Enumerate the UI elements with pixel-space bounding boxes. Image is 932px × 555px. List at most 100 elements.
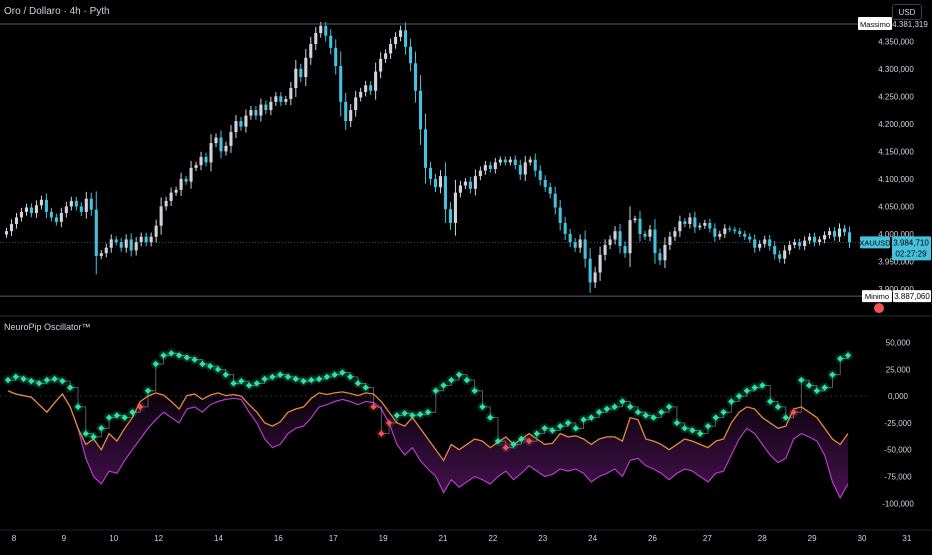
candle-body [748, 236, 752, 240]
candle [164, 196, 168, 211]
osc-dot [308, 376, 315, 384]
osc-dot [175, 352, 183, 359]
countdown-label: 02:27:29 [895, 249, 927, 258]
osc-dot [518, 435, 525, 443]
candle-body [832, 231, 837, 237]
candle-body [69, 200, 73, 207]
currency-button[interactable]: USD [892, 4, 922, 20]
candle [49, 207, 53, 222]
candle-body [379, 58, 383, 72]
osc-dot [595, 409, 603, 416]
candle-body [633, 218, 637, 221]
candle-body [129, 239, 133, 251]
candle [294, 59, 298, 98]
candle-body [643, 233, 647, 237]
symbol-title[interactable]: Oro / Dollaro · 4h · Pyth [4, 6, 110, 17]
candle-body [79, 206, 83, 212]
price-tick-label: 4.200,000 [878, 120, 914, 129]
osc-dot [284, 373, 292, 381]
candle-body [798, 242, 802, 247]
candle-body [558, 207, 562, 223]
osc-dot [323, 373, 331, 381]
candle-body [488, 165, 492, 169]
candle [134, 237, 138, 256]
candle-body [99, 253, 103, 256]
osc-dot [813, 387, 821, 394]
osc-dot [689, 427, 696, 434]
candle [668, 231, 672, 251]
candle [329, 29, 333, 55]
candle-body [473, 176, 477, 189]
candle-body [109, 239, 113, 248]
candle [354, 90, 358, 117]
candle [39, 195, 43, 210]
candle-body [344, 101, 348, 122]
candle [473, 169, 477, 196]
candle [209, 134, 213, 172]
candle-body [693, 217, 697, 228]
time-tick-label: 8 [12, 534, 17, 543]
candle [847, 226, 852, 249]
candle-body [134, 242, 138, 251]
candle-body [758, 243, 762, 248]
candle-body [628, 220, 632, 254]
candle [4, 227, 9, 238]
candle-body [334, 47, 338, 67]
candle [698, 222, 702, 231]
candle [194, 161, 198, 172]
candle-body [399, 30, 403, 37]
symbol-tag-box [860, 236, 890, 249]
osc-dot [642, 412, 649, 419]
candle-body [234, 121, 238, 133]
candle [493, 157, 497, 174]
osc-dot [572, 425, 579, 432]
candle [423, 113, 428, 184]
candle [443, 162, 448, 223]
osc-dot [494, 437, 502, 445]
candle-body [847, 232, 852, 243]
osc-dot [502, 444, 509, 451]
candle-body [623, 246, 627, 254]
osc-dot [35, 380, 43, 387]
price-axis[interactable]: 4.350,000 4.300,000 4.250,000 4.200,000 4.15… [878, 37, 914, 294]
oscillator-axis[interactable]: 50,000 25,000 0,000 -25,000 -50,000 -75,000 -1… [882, 339, 914, 509]
candle-body [204, 156, 208, 163]
candle [733, 226, 737, 234]
candle [364, 80, 368, 97]
candle [379, 52, 383, 79]
oscillator-title[interactable]: NeuroPip Oscillator™ [4, 322, 91, 332]
low-value-box [893, 290, 931, 303]
candle [483, 161, 487, 175]
candle [758, 240, 762, 252]
candle [299, 63, 303, 83]
time-axis[interactable]: 8910121416171921222324262728293031Nov456… [12, 534, 932, 543]
candle [79, 202, 83, 217]
candle-body [578, 239, 582, 248]
candle-body [773, 246, 777, 255]
candle-body [279, 96, 283, 102]
osc-dot [393, 412, 401, 419]
candle [498, 156, 502, 166]
osc-dot [59, 377, 66, 385]
candle [324, 22, 328, 42]
candle-body [184, 178, 188, 182]
candle [458, 180, 462, 198]
candle-body [673, 231, 677, 237]
candle [69, 196, 73, 211]
candle [783, 245, 787, 264]
osc-dot [720, 409, 727, 416]
candle-body [443, 176, 448, 210]
candle [149, 232, 153, 247]
candle-body [259, 104, 263, 116]
time-tick-label: 24 [588, 534, 597, 543]
candle-body [309, 44, 313, 58]
candle-body [738, 231, 742, 234]
candle-body [588, 258, 592, 283]
candle-body [653, 229, 657, 254]
candle [623, 241, 627, 258]
candle-body [254, 110, 258, 116]
price-tick-label: 4.350,000 [878, 37, 914, 46]
low-tag-label: Minimo [865, 292, 889, 301]
